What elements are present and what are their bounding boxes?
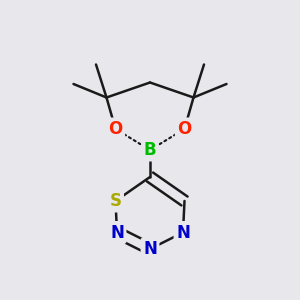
Text: N: N	[110, 224, 124, 242]
Text: S: S	[110, 192, 122, 210]
Text: O: O	[108, 120, 123, 138]
Text: N: N	[176, 224, 190, 242]
Text: O: O	[177, 120, 192, 138]
Text: N: N	[143, 240, 157, 258]
Text: B: B	[144, 141, 156, 159]
